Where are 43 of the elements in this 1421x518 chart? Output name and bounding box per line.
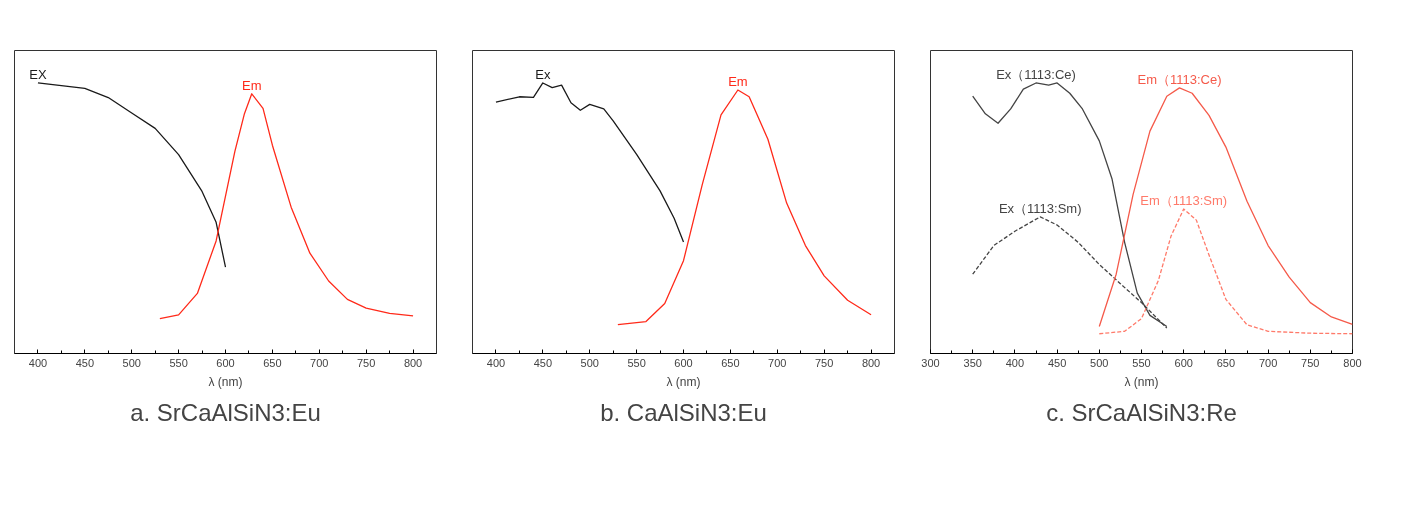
x-tick-label: 650	[721, 356, 740, 369]
x-tick-label: 500	[1090, 356, 1109, 369]
x-tick-label: 400	[486, 356, 506, 369]
text: b. CaAlSiN3:Eu	[600, 398, 767, 426]
x-tick-label: 550	[627, 356, 646, 369]
x-tick-label: 700	[310, 356, 329, 369]
x-tick-label: 450	[75, 356, 95, 369]
x-tick-label: 500	[122, 356, 141, 369]
x-tick-label: 300	[921, 356, 940, 369]
x-tick-label: 800	[1343, 356, 1362, 369]
series-label: Em（1113:Sm)	[1140, 193, 1228, 209]
x-axis-title: λ (nm)	[666, 374, 701, 389]
text: a. SrCaAlSiN3:Eu	[130, 398, 321, 426]
x-tick-label: 700	[1258, 356, 1278, 369]
x-tick-label: 750	[1301, 356, 1320, 369]
x-tick-label: 400	[28, 356, 48, 369]
x-tick-label: 450	[1047, 356, 1067, 369]
series-label: Ex（1113:Sm)	[998, 200, 1082, 216]
series-label: Em	[242, 77, 262, 93]
series-label: Em	[728, 74, 748, 89]
x-tick-label: 600	[1174, 356, 1193, 369]
series-label: Ex（1113:Ce)	[996, 66, 1076, 82]
series-label: Ex	[535, 66, 551, 82]
x-tick-label: 500	[580, 356, 599, 369]
x-tick-label: 800	[861, 356, 881, 369]
text: c. SrCaAlSiN3:Re	[1046, 398, 1237, 426]
x-tick-label: 650	[263, 356, 282, 369]
x-tick-label: 800	[403, 356, 423, 369]
x-axis-title: λ (nm)	[208, 374, 243, 389]
x-tick-label: 350	[963, 356, 982, 369]
x-tick-label: 550	[169, 356, 188, 369]
series-label: EX	[29, 66, 47, 82]
x-tick-label: 550	[1132, 356, 1151, 369]
x-tick-label: 700	[768, 356, 787, 369]
x-tick-label: 750	[814, 356, 834, 369]
x-tick-label: 650	[1216, 356, 1236, 369]
x-tick-label: 750	[356, 356, 376, 369]
x-tick-label: 450	[533, 356, 553, 369]
series-label: Em（1113:Ce)	[1137, 71, 1222, 87]
x-tick-label: 600	[216, 356, 235, 369]
x-tick-label: 600	[674, 356, 693, 369]
x-axis-title: λ (nm)	[1124, 374, 1159, 389]
x-tick-label: 400	[1005, 356, 1025, 369]
